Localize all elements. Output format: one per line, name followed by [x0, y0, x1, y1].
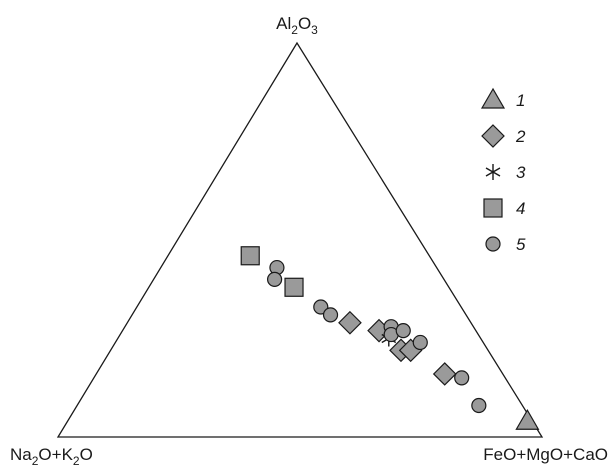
data-points: [241, 247, 538, 429]
legend-4-marker: [484, 199, 502, 217]
series-5-point-4: [324, 308, 338, 322]
series-2-point-1: [339, 312, 361, 334]
series-4-point-1: [241, 247, 259, 265]
legend-3-marker: [486, 164, 500, 180]
apex-label-top: Al2O3: [276, 14, 318, 37]
apex-label-left: Na2O+K2O: [10, 445, 93, 468]
series-4-point-2: [285, 278, 303, 296]
series-1-point-1: [516, 410, 538, 429]
series-2-point-5: [434, 363, 456, 385]
series-5-point-7: [396, 324, 410, 338]
series-5-point-10: [472, 398, 486, 412]
legend-5-label: 5: [516, 235, 526, 254]
legend-5-marker: [486, 237, 500, 251]
legend-4-label: 4: [516, 199, 525, 218]
ternary-triangle: [58, 43, 542, 437]
legend-1-marker: [482, 89, 504, 108]
legend: 1 2 3 4 5: [482, 89, 526, 254]
legend-1-label: 1: [516, 91, 525, 110]
legend-3-label: 3: [516, 163, 526, 182]
series-5-point-2: [268, 272, 282, 286]
legend-2-marker: [482, 125, 504, 147]
series-5-point-9: [455, 371, 469, 385]
legend-2-label: 2: [515, 127, 526, 146]
apex-label-right: FeO+MgO+CaO: [483, 445, 608, 464]
series-5-point-8: [413, 335, 427, 349]
